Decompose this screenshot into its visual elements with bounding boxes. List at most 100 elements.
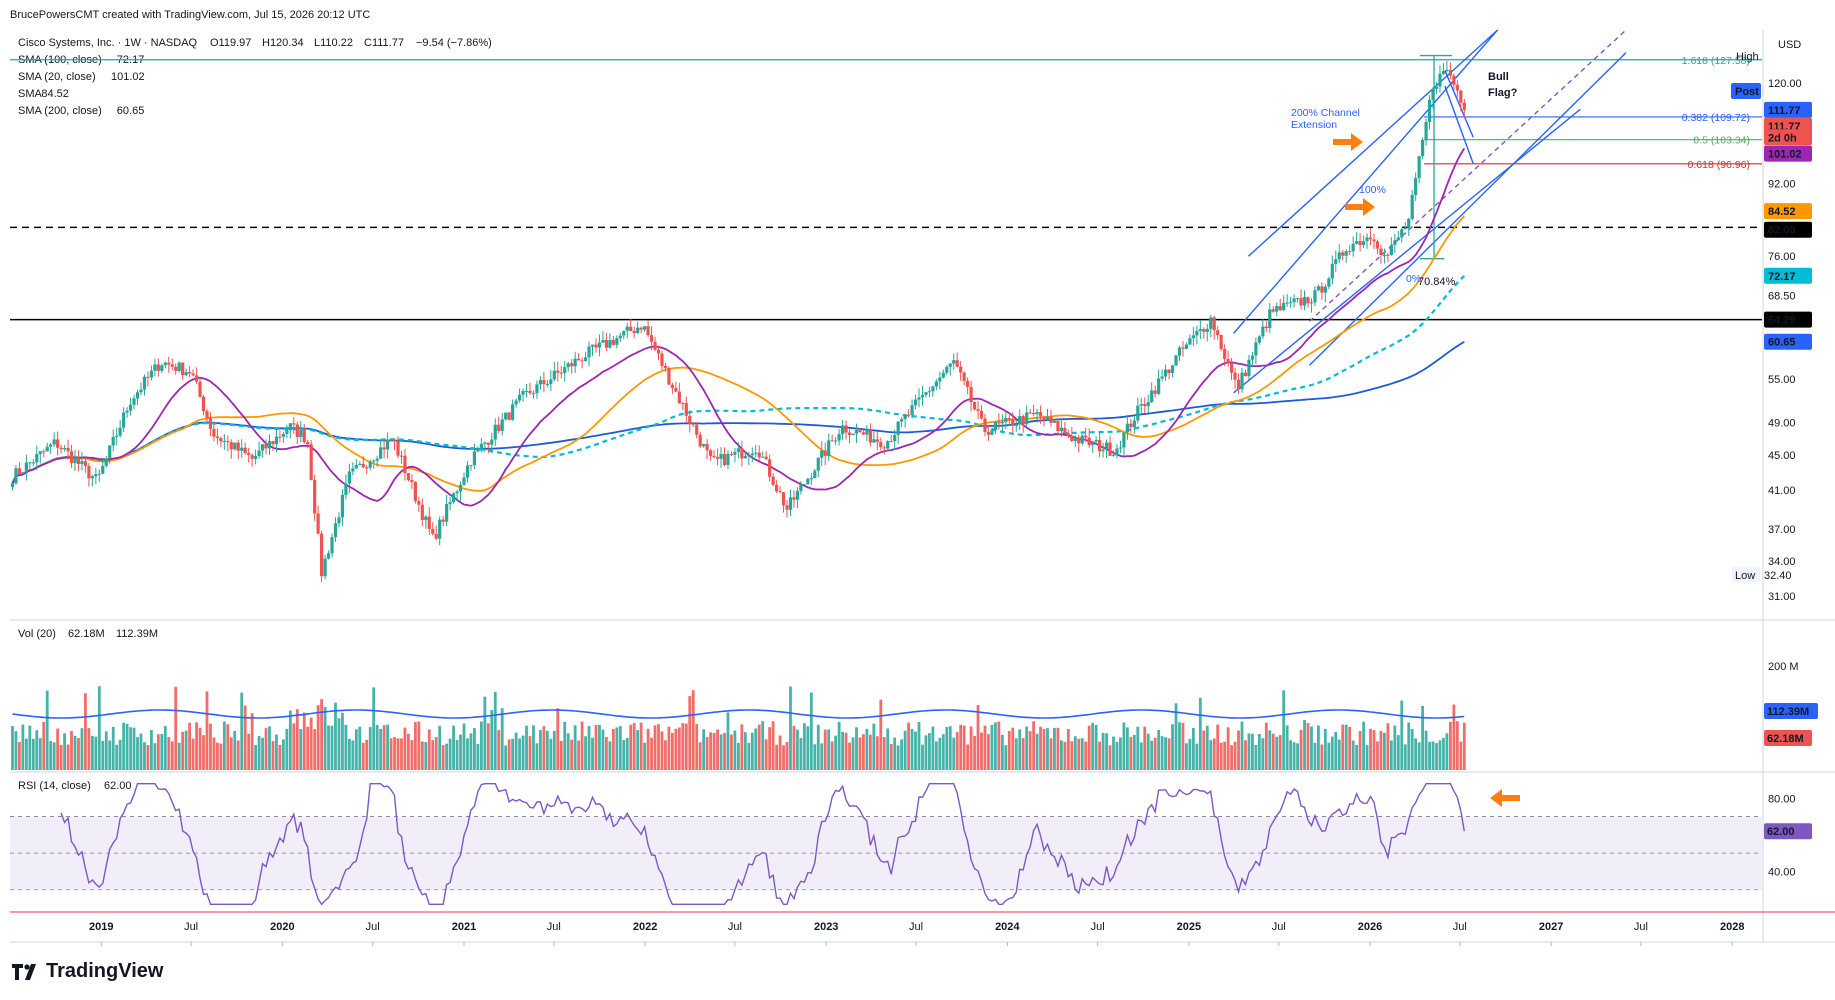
volume-bar: [684, 723, 688, 770]
volume-bar: [511, 738, 515, 770]
volume-bar: [1032, 721, 1036, 770]
volume-bar: [570, 739, 574, 770]
candle-body: [865, 429, 869, 435]
volume-bar: [292, 723, 296, 770]
candle-body: [10, 483, 15, 488]
volume-bar: [917, 722, 921, 770]
volume-bar: [1091, 722, 1095, 770]
candle-body: [524, 390, 529, 392]
candle-body: [1084, 435, 1088, 438]
volume-bar: [407, 733, 410, 770]
volume-bar: [625, 737, 629, 770]
candle-body: [177, 362, 181, 371]
volume-bar: [14, 731, 18, 770]
volume-bar: [354, 729, 358, 770]
candle-body: [1320, 286, 1324, 293]
candle-body: [1233, 372, 1237, 380]
candle-body: [604, 340, 609, 348]
volume-bar: [1320, 744, 1324, 770]
volume-bar: [309, 717, 313, 770]
candle-body: [1417, 156, 1421, 179]
candle-body: [941, 372, 945, 378]
volume-bar: [375, 724, 379, 770]
volume-bar: [139, 733, 143, 770]
candle-body: [1018, 416, 1022, 425]
candle-body: [969, 386, 973, 403]
volume-bar: [479, 721, 483, 770]
candle-body: [302, 429, 306, 443]
candle-body: [31, 462, 35, 464]
volume-bar: [351, 740, 355, 770]
volume-bar: [778, 735, 782, 770]
candle-body: [288, 423, 292, 431]
volume-bar: [841, 731, 844, 770]
volume-bar: [1355, 744, 1359, 770]
volume-bar: [281, 739, 285, 770]
volume-bar: [518, 738, 521, 770]
volume-bar: [254, 745, 258, 770]
candle-body: [1365, 237, 1369, 242]
volume-bar: [438, 725, 442, 770]
volume-bar: [705, 737, 709, 770]
price-badge: [1764, 101, 1812, 118]
volume-bar: [886, 728, 890, 770]
candle-body: [889, 441, 893, 443]
candle-body: [702, 443, 706, 447]
volume-bar: [1077, 738, 1081, 770]
candle-body: [1257, 336, 1261, 343]
volume-ma-line: [12, 709, 1465, 719]
volume-bar: [761, 721, 765, 770]
candle-body: [955, 360, 959, 367]
volume-bar: [250, 713, 254, 770]
candle-body: [1160, 376, 1164, 379]
volume-bar: [1049, 738, 1053, 770]
candle-body: [24, 462, 28, 473]
candle-body: [149, 370, 154, 378]
time-tick-label: Jul: [909, 921, 923, 933]
volume-bar: [601, 729, 605, 770]
volume-bar: [132, 727, 136, 770]
indicator-label: SMA: [18, 88, 43, 100]
volume-bar: [1348, 727, 1352, 770]
volume-bar: [104, 731, 108, 770]
low-price-label: 32.40: [1764, 570, 1792, 582]
volume-bar: [1178, 722, 1181, 770]
candle-body: [479, 443, 483, 449]
volume-bar: [500, 708, 504, 770]
volume-bar: [493, 691, 497, 770]
ohlc-change: −9.54 (−7.86%): [416, 37, 492, 49]
ohlc-high: H120.34: [262, 37, 304, 49]
price-badge-text: 64.29: [1768, 315, 1796, 327]
volume-bar: [1306, 723, 1310, 770]
candle-body: [1177, 347, 1182, 356]
volume-bar: [486, 723, 490, 770]
candle-body: [514, 400, 518, 405]
candle-body: [504, 412, 508, 420]
candles: [10, 60, 1466, 583]
candle-body: [1355, 241, 1359, 244]
volume-last-badge: [1764, 730, 1812, 746]
volume-bar: [563, 721, 567, 770]
annotation-70pct: 70.84%: [1418, 276, 1456, 288]
candle-body: [483, 442, 487, 444]
candle-body: [1202, 329, 1206, 332]
volume-bar: [1317, 725, 1320, 770]
volume-bar: [1240, 721, 1244, 770]
volume-bar: [709, 732, 713, 770]
time-tick-label: 2027: [1539, 921, 1563, 933]
candle-body: [1052, 420, 1057, 423]
volume-bar: [441, 745, 445, 770]
candle-body: [424, 516, 428, 520]
candle-body: [205, 411, 209, 418]
candle-body: [709, 450, 713, 456]
candle-body: [431, 528, 435, 534]
price-badge-text: 82.00: [1768, 225, 1796, 237]
candle-body: [1285, 302, 1289, 304]
indicator-value: 60.65: [117, 105, 145, 117]
volume-bar: [111, 726, 115, 770]
candle-body: [1070, 436, 1074, 442]
candle-body: [222, 440, 226, 442]
price-tick-label: 37.00: [1768, 524, 1796, 536]
